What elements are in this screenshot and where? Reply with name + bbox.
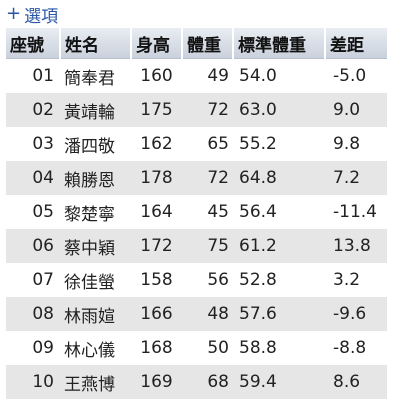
cell-weight: 50 [182,331,233,365]
cell-seat: 01 [6,58,60,93]
cell-name: 王燕博 [60,365,131,399]
cell-std-weight: 63.0 [233,93,325,127]
cell-weight: 56 [182,263,233,297]
table-row: 01 簡奉君 160 49 54.0 -5.0 [6,58,387,93]
cell-name: 林雨媗 [60,297,131,331]
cell-diff: 9.0 [325,93,387,127]
cell-seat: 07 [6,263,60,297]
cell-height: 172 [131,229,182,263]
cell-weight: 72 [182,93,233,127]
cell-seat: 03 [6,127,60,161]
cell-name: 潘四敬 [60,127,131,161]
plus-icon: + [6,3,22,24]
cell-name: 林心儀 [60,331,131,365]
cell-height: 162 [131,127,182,161]
options-label: 選項 [24,6,59,27]
cell-height: 175 [131,93,182,127]
cell-height: 158 [131,263,182,297]
header-seat[interactable]: 座號 [6,28,60,59]
cell-std-weight: 57.6 [233,297,325,331]
header-diff[interactable]: 差距 [324,28,387,59]
cell-seat: 04 [6,161,60,195]
table-row: 08 林雨媗 166 48 57.6 -9.6 [6,297,387,331]
cell-diff: 3.2 [325,263,387,297]
table-body: 01 簡奉君 160 49 54.0 -5.0 02 黃靖輪 175 72 63.0 9.0 03 潘四敬… [6,58,387,399]
cell-std-weight: 56.4 [233,195,325,229]
cell-weight: 45 [182,195,233,229]
cell-std-weight: 55.2 [233,127,325,161]
cell-name: 蔡中穎 [60,229,131,263]
header-name[interactable]: 姓名 [59,28,131,59]
cell-std-weight: 52.8 [233,263,325,297]
header-height[interactable]: 身高 [130,28,182,59]
header-std-weight[interactable]: 標準體重 [232,28,325,59]
cell-std-weight: 58.8 [233,331,325,365]
table-row: 09 林心儀 168 50 58.8 -8.8 [6,331,387,365]
cell-diff: 9.8 [325,127,387,161]
table-row: 04 賴勝恩 178 72 64.8 7.2 [6,161,387,195]
cell-name: 黃靖輪 [60,93,131,127]
header-row: 座號 姓名 身高 體重 標準體重 差距 [6,28,387,59]
table-row: 05 黎楚寧 164 45 56.4 -11.4 [6,195,387,229]
cell-seat: 05 [6,195,60,229]
cell-height: 168 [131,331,182,365]
cell-diff: 8.6 [325,365,387,399]
cell-seat: 09 [6,331,60,365]
cell-height: 160 [131,58,182,93]
cell-height: 169 [131,365,182,399]
cell-height: 178 [131,161,182,195]
table-row: 07 徐佳螢 158 56 52.8 3.2 [6,263,387,297]
cell-weight: 65 [182,127,233,161]
cell-name: 徐佳螢 [60,263,131,297]
table-row: 03 潘四敬 162 65 55.2 9.8 [6,127,387,161]
cell-weight: 72 [182,161,233,195]
cell-seat: 02 [6,93,60,127]
options-toggle[interactable]: + 選項 [6,2,59,27]
cell-std-weight: 59.4 [233,365,325,399]
cell-diff: -9.6 [325,297,387,331]
cell-diff: -5.0 [325,58,387,93]
cell-weight: 48 [182,297,233,331]
cell-std-weight: 64.8 [233,161,325,195]
cell-diff: 13.8 [325,229,387,263]
cell-seat: 10 [6,365,60,399]
cell-height: 166 [131,297,182,331]
cell-seat: 08 [6,297,60,331]
table-row: 06 蔡中穎 172 75 61.2 13.8 [6,229,387,263]
cell-weight: 68 [182,365,233,399]
table-row: 02 黃靖輪 175 72 63.0 9.0 [6,93,387,127]
cell-std-weight: 61.2 [233,229,325,263]
cell-name: 簡奉君 [60,58,131,93]
cell-diff: -11.4 [325,195,387,229]
data-table: 座號 姓名 身高 體重 標準體重 差距 01 簡奉君 160 49 54.0 -5.0 02… [6,28,387,399]
cell-diff: 7.2 [325,161,387,195]
header-weight[interactable]: 體重 [181,28,233,59]
cell-weight: 75 [182,229,233,263]
cell-diff: -8.8 [325,331,387,365]
cell-name: 賴勝恩 [60,161,131,195]
cell-std-weight: 54.0 [233,58,325,93]
cell-name: 黎楚寧 [60,195,131,229]
cell-height: 164 [131,195,182,229]
cell-weight: 49 [182,58,233,93]
table-row: 10 王燕博 169 68 59.4 8.6 [6,365,387,399]
cell-seat: 06 [6,229,60,263]
